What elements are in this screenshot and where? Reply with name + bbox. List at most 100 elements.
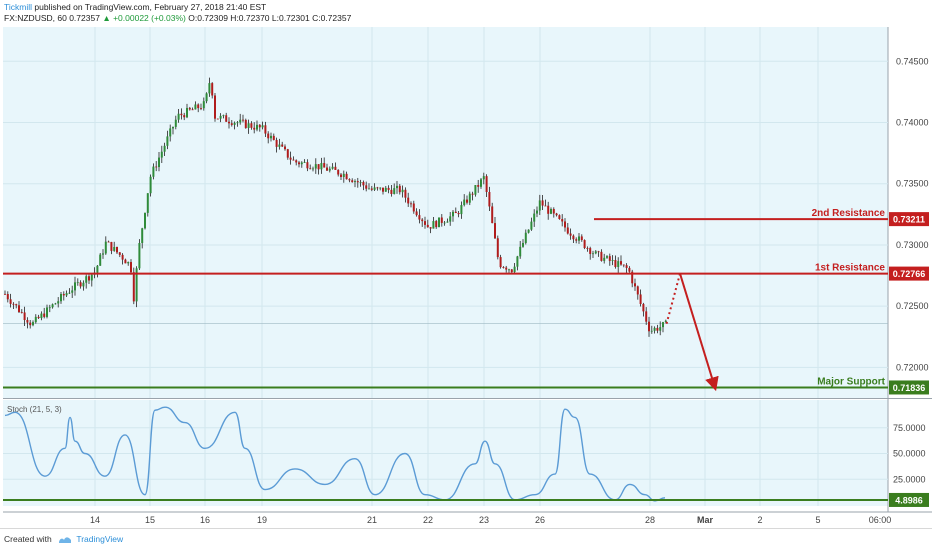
price-tick-label: 0.73000 (896, 240, 929, 250)
candle-body (188, 107, 191, 110)
candle-body (606, 256, 608, 258)
time-tick-label: 5 (815, 515, 820, 525)
candle-body (390, 189, 393, 194)
candle-body (438, 217, 440, 228)
candle-body (558, 215, 561, 220)
created-with-label: Created with (4, 534, 52, 544)
stoch-value-tag (889, 492, 929, 507)
candle-body (71, 290, 74, 293)
candle-body (421, 219, 424, 222)
candle-body (256, 124, 258, 130)
candle-body (121, 254, 124, 260)
candle-body (354, 181, 356, 183)
level-value-tag (889, 266, 929, 281)
candle-body (79, 282, 82, 287)
candle-body (76, 282, 79, 284)
candle-body (132, 272, 135, 302)
candle-body (328, 168, 331, 171)
candle-body (74, 282, 76, 291)
candle-body (513, 266, 516, 273)
candle-body (544, 205, 547, 207)
time-tick-label: 14 (90, 515, 100, 525)
candle-body (611, 260, 614, 261)
candle-body (149, 176, 152, 194)
candle-body (639, 294, 642, 304)
candle-body (488, 191, 491, 207)
candle-body (247, 123, 250, 128)
candle-body (166, 136, 169, 146)
candle-body (51, 304, 54, 308)
tradingview-link[interactable]: TradingView (76, 534, 124, 544)
candle-body (194, 104, 197, 110)
candle-body (614, 260, 617, 267)
candle-body (155, 166, 158, 168)
candle-body (110, 241, 113, 251)
candle-body (368, 188, 370, 190)
candle-body (547, 205, 550, 214)
candle-body (628, 267, 631, 272)
level-name: Major Support (817, 376, 885, 387)
candle-body (578, 236, 580, 241)
candle-body (202, 101, 205, 109)
time-tick-label: 06:00 (869, 515, 892, 525)
candle-body (494, 223, 496, 239)
candle-body (396, 185, 398, 189)
candle-body (99, 254, 102, 266)
candle-body (197, 104, 200, 109)
author-link[interactable]: Tickmill (4, 2, 33, 12)
candle-body (160, 151, 163, 158)
candle-body (258, 124, 261, 128)
price-change: ▲ +0.00022 (+0.03%) (102, 13, 186, 23)
candle-body (418, 215, 421, 220)
level-value-tag (889, 380, 929, 395)
candle-body (454, 211, 457, 214)
candle-body (289, 157, 292, 160)
candles (4, 77, 667, 337)
candle-body (435, 221, 438, 228)
candle-body (463, 199, 466, 206)
stoch-tick-label: 50.0000 (893, 449, 926, 459)
candle-body (82, 282, 85, 287)
candle-body (96, 265, 99, 273)
last-price: 0.72357 (69, 13, 100, 23)
candle-body (370, 188, 373, 190)
tradingview-logo-icon (59, 537, 72, 544)
candle-body (600, 251, 603, 261)
time-tick-label: 26 (535, 515, 545, 525)
candle-body (62, 294, 65, 296)
candle-body (314, 164, 317, 169)
candle-body (331, 166, 334, 169)
candle-body (345, 173, 348, 180)
candle-body (631, 271, 634, 284)
time-tick-label: 15 (145, 515, 155, 525)
candle-body (505, 267, 508, 270)
candle-body (446, 221, 449, 223)
candle-body (326, 167, 328, 171)
candle-body (426, 224, 429, 228)
candle-body (244, 119, 247, 128)
candle-body (317, 164, 320, 170)
candle-body (102, 253, 104, 255)
candle-body (43, 313, 46, 317)
candle-body (636, 286, 639, 295)
candle-body (527, 229, 530, 233)
price-tick-label: 0.74500 (896, 56, 929, 66)
price-chart[interactable]: 2nd Resistance 0.73211 1st Resistance 0.727… (0, 26, 932, 528)
price-tick-label: 0.74000 (896, 118, 929, 128)
candle-body (412, 203, 415, 212)
candle-body (219, 115, 222, 119)
candle-body (177, 113, 180, 120)
chart-header: Tickmill published on TradingView.com, F… (0, 0, 932, 26)
candle-body (460, 205, 463, 215)
candle-body (566, 227, 569, 234)
candle-body (407, 197, 410, 204)
candle-body (429, 227, 432, 229)
price-pane (3, 27, 888, 398)
time-tick-label: 23 (479, 515, 489, 525)
candle-body (29, 322, 32, 326)
candle-body (583, 240, 586, 248)
candle-body (552, 209, 555, 214)
candle-body (54, 303, 57, 305)
candle-body (608, 256, 611, 261)
candle-body (222, 115, 225, 117)
